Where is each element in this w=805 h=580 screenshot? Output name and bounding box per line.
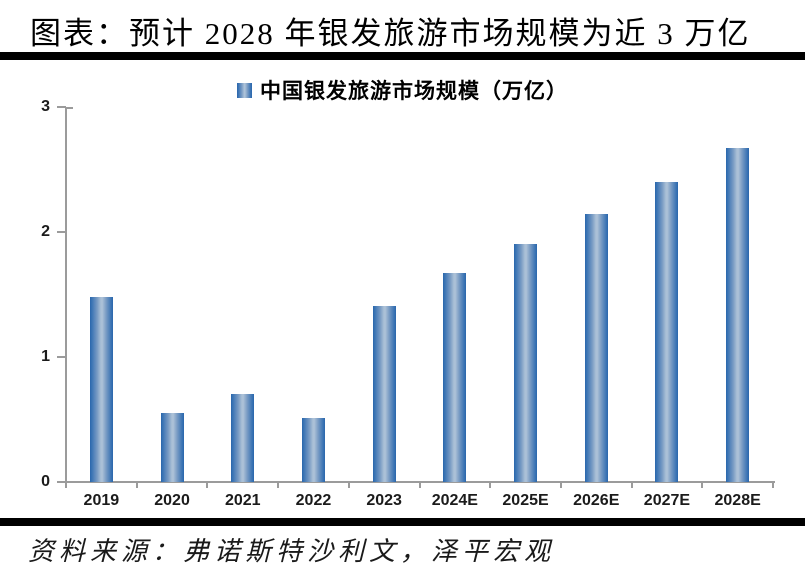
x-axis-tick xyxy=(65,482,67,488)
chart-legend: 中国银发旅游市场规模（万亿） xyxy=(0,79,805,103)
x-tick-label: 2024E xyxy=(431,492,478,509)
x-tick-label: 2020 xyxy=(154,492,190,509)
x-tick-label: 2021 xyxy=(224,492,261,509)
source-note: 资料来源：弗诺斯特沙利文，泽平宏观 xyxy=(28,537,556,566)
y-tick-label: 1 xyxy=(41,348,50,365)
x-axis-tick xyxy=(559,482,562,488)
figure-title: 图表：预计 2028 年银发旅游市场规模为近 3 万亿 xyxy=(30,16,751,51)
x-axis-tick xyxy=(418,482,421,488)
bar-2021 xyxy=(231,394,255,482)
x-tick-label: 2022 xyxy=(295,492,332,509)
top-divider-rule xyxy=(0,52,805,60)
x-tick-label: 2019 xyxy=(83,492,120,509)
bar-2020 xyxy=(160,413,184,482)
y-axis-tick xyxy=(57,481,66,483)
y-axis-tick xyxy=(57,356,66,358)
x-axis-tick xyxy=(701,482,704,488)
bar-2025E xyxy=(514,244,538,482)
x-axis-tick xyxy=(772,482,774,488)
x-tick-label: 2023 xyxy=(366,492,402,509)
bar-2028E xyxy=(726,148,750,482)
x-axis-tick xyxy=(206,482,209,488)
x-tick-label: 2028E xyxy=(714,492,761,509)
y-tick-label: 2 xyxy=(41,223,50,240)
y-axis-tick xyxy=(57,106,66,108)
y-axis-end-tick xyxy=(65,107,73,109)
bar-2022 xyxy=(301,418,325,482)
x-tick-label: 2027E xyxy=(643,492,691,509)
bar-2027E xyxy=(655,182,679,482)
y-axis-line xyxy=(65,107,67,483)
bar-2026E xyxy=(584,214,608,482)
x-axis-tick xyxy=(347,482,350,488)
x-tick-label: 2025E xyxy=(502,492,549,509)
x-axis-tick xyxy=(630,482,633,488)
x-axis-tick xyxy=(135,482,138,488)
y-tick-label: 0 xyxy=(41,473,50,490)
legend-swatch-icon xyxy=(237,82,252,98)
bar-2024E xyxy=(443,273,467,482)
x-tick-label: 2026E xyxy=(573,492,620,509)
y-axis-tick xyxy=(57,231,66,233)
legend-label: 中国银发旅游市场规模（万亿） xyxy=(260,80,568,103)
x-axis-tick xyxy=(489,482,492,488)
bar-2023 xyxy=(372,306,396,482)
y-tick-label: 3 xyxy=(41,98,50,115)
bar-2019 xyxy=(89,297,113,482)
x-axis-tick xyxy=(277,482,280,488)
bottom-divider-rule xyxy=(0,518,805,526)
